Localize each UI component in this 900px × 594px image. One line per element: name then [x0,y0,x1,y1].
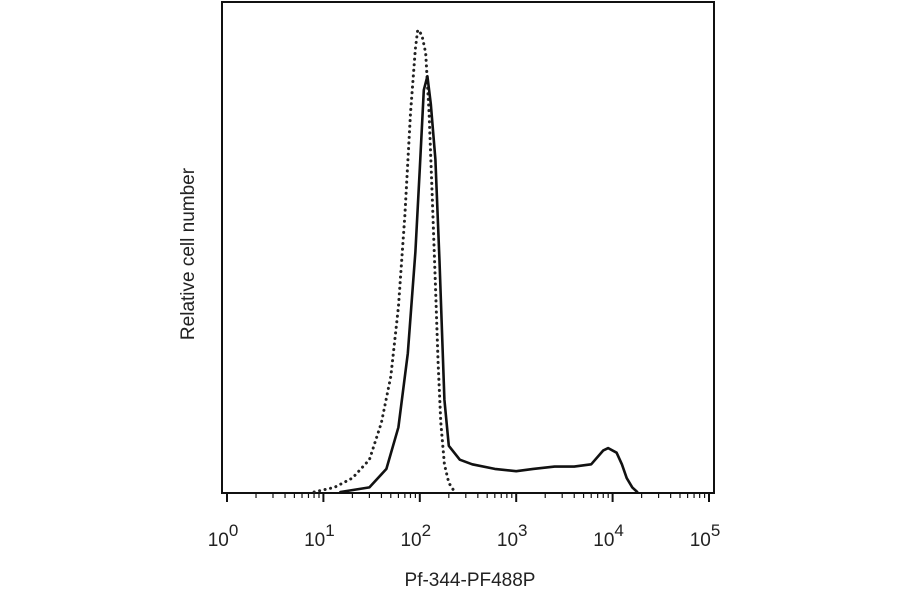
dotted-histogram-curve [312,28,457,494]
series-layer [312,28,639,494]
x-tick-label: 104 [593,521,624,551]
plot-frame [221,1,715,494]
x-axis-ticks [226,493,710,502]
x-tick-labels: 100 101 102 103 104 105 [208,521,721,551]
x-tick-label: 100 [208,521,239,551]
x-tick-label: 101 [304,521,335,551]
x-axis-label: Pf-344-PF488P [405,570,536,591]
x-tick-label: 102 [400,521,431,551]
x-tick-label: 105 [690,521,721,551]
y-axis-label: Relative cell number [178,167,199,340]
solid-histogram-curve [339,74,639,494]
x-tick-label: 103 [497,521,528,551]
